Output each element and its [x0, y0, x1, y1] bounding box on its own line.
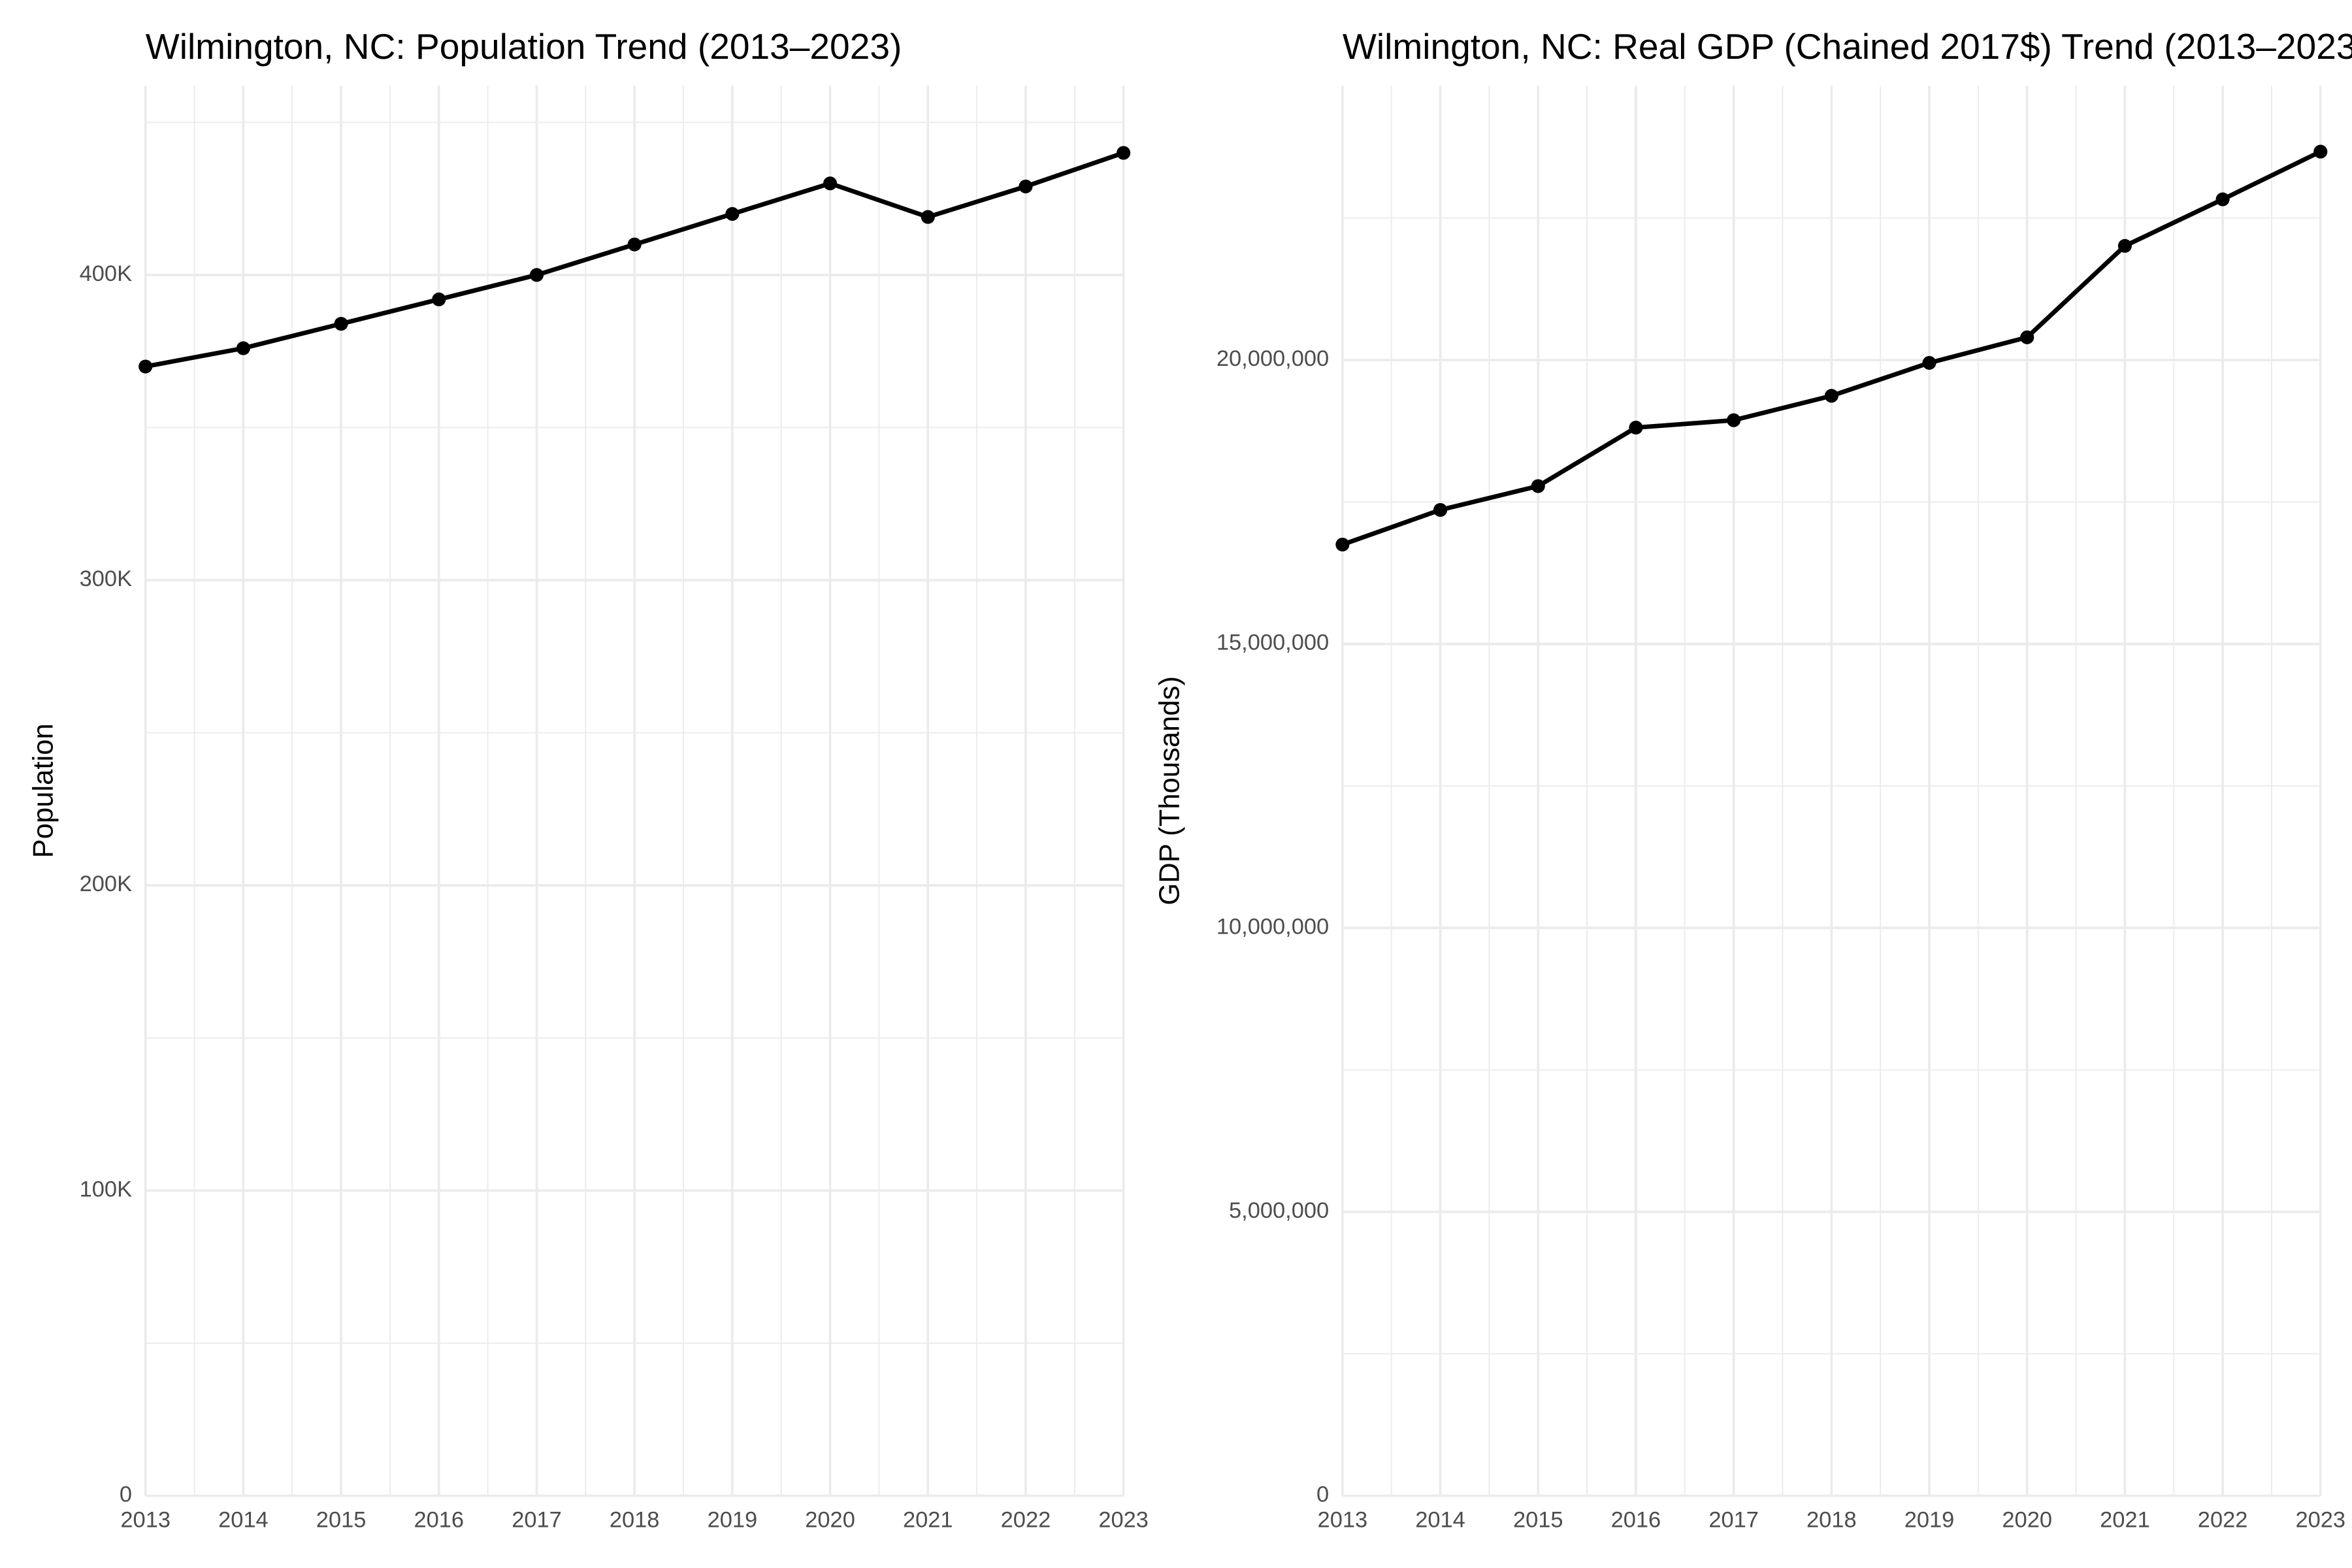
data-point [1335, 537, 1350, 552]
x-tick-label: 2019 [1904, 1508, 1955, 1533]
y-tick-label: 10,000,000 [1217, 914, 1329, 939]
y-tick-label: 5,000,000 [1229, 1198, 1329, 1223]
x-tick-label: 2020 [805, 1508, 855, 1533]
x-tick-label: 2023 [2295, 1508, 2345, 1533]
chart-title: Wilmington, NC: Population Trend (2013–2… [146, 26, 902, 67]
y-tick-label: 300K [80, 566, 132, 591]
x-tick-label: 2014 [1415, 1508, 1465, 1533]
data-point [2117, 238, 2132, 253]
y-tick-label: 400K [80, 261, 132, 286]
x-tick-label: 2022 [1001, 1508, 1051, 1533]
data-point [921, 210, 935, 224]
x-tick-label: 2017 [1708, 1508, 1759, 1533]
x-tick-label: 2015 [1513, 1508, 1563, 1533]
x-tick-label: 2016 [414, 1508, 464, 1533]
y-tick-label: 100K [80, 1177, 132, 1201]
data-point [1629, 420, 1643, 435]
y-tick-label: 200K [80, 872, 132, 896]
x-tick-label: 2013 [1318, 1508, 1368, 1533]
x-tick-label: 2018 [610, 1508, 660, 1533]
data-point [1922, 355, 1936, 370]
data-point [1433, 502, 1448, 517]
x-tick-label: 2015 [316, 1508, 367, 1533]
data-point [334, 317, 348, 331]
y-tick-label: 0 [120, 1482, 132, 1507]
data-point [1019, 179, 1033, 193]
data-point [627, 237, 642, 252]
data-point [1824, 389, 1838, 403]
data-point [432, 292, 446, 306]
x-tick-label: 2020 [2002, 1508, 2052, 1533]
chart-title: Wilmington, NC: Real GDP (Chained 2017$)… [1343, 26, 2352, 67]
data-point [725, 206, 740, 221]
x-tick-label: 2013 [120, 1508, 171, 1533]
x-tick-label: 2021 [2100, 1508, 2150, 1533]
y-tick-label: 20,000,000 [1217, 346, 1329, 371]
x-tick-label: 2022 [2198, 1508, 2248, 1533]
data-point [1531, 479, 1545, 493]
x-tick-label: 2019 [708, 1508, 758, 1533]
x-tick-label: 2016 [1611, 1508, 1661, 1533]
data-point [2313, 144, 2328, 159]
data-point [529, 268, 544, 282]
x-tick-label: 2021 [903, 1508, 953, 1533]
data-point [823, 176, 838, 191]
data-point [1117, 146, 1131, 160]
y-tick-label: 0 [1316, 1482, 1329, 1507]
data-point [1727, 413, 1741, 427]
data-point [139, 359, 153, 374]
data-point [2215, 192, 2230, 206]
y-axis-title: GDP (Thousands) [1154, 676, 1186, 906]
data-point [236, 341, 250, 355]
x-tick-label: 2023 [1098, 1508, 1149, 1533]
x-tick-label: 2017 [512, 1508, 562, 1533]
y-axis-title: Population [27, 723, 59, 858]
y-tick-label: 15,000,000 [1217, 630, 1329, 655]
data-point [2020, 330, 2034, 344]
x-tick-label: 2014 [218, 1508, 269, 1533]
x-tick-label: 2018 [1806, 1508, 1857, 1533]
